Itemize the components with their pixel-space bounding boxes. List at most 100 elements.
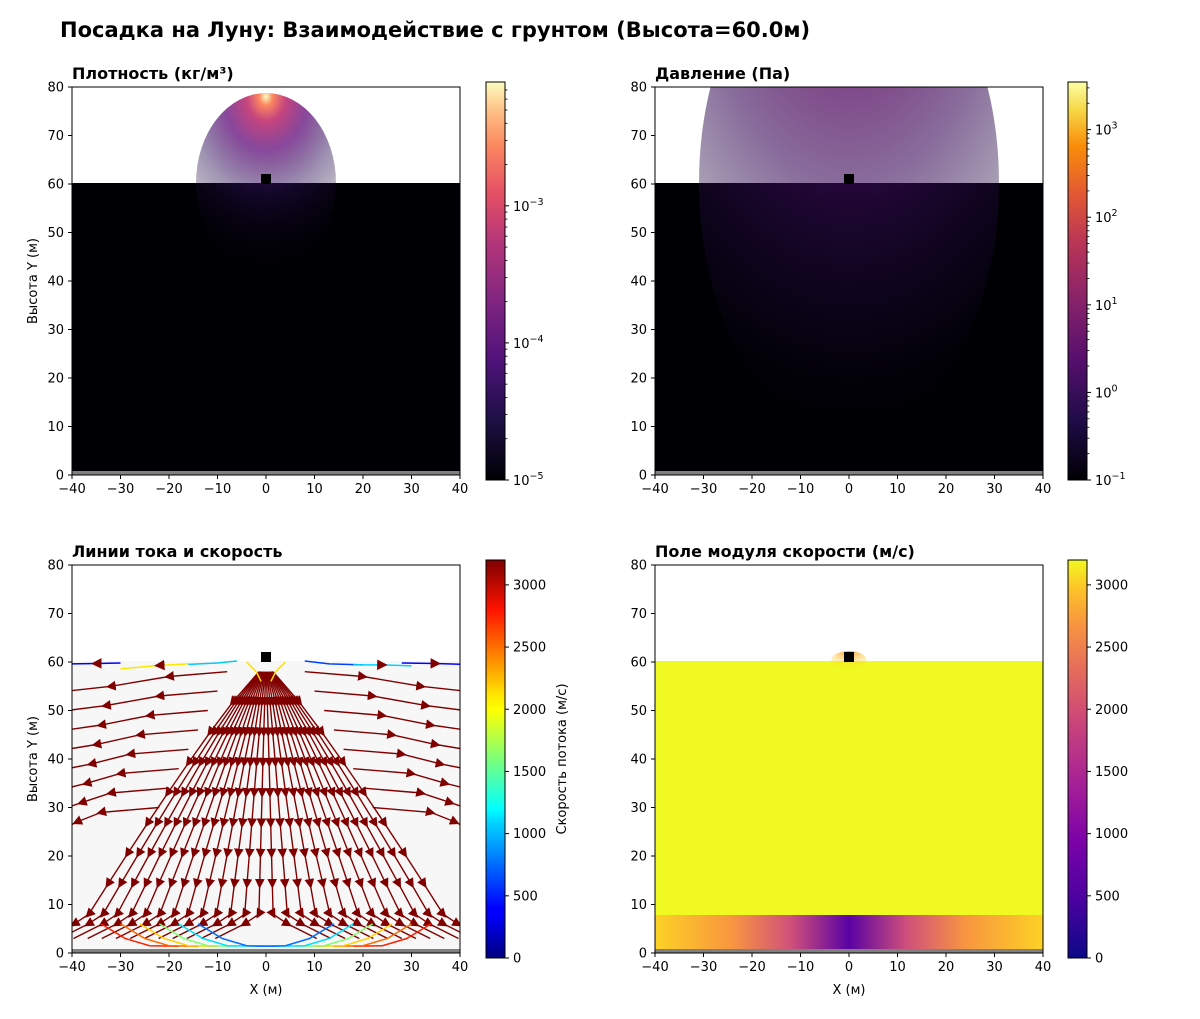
y-tick-label: 20 [47, 372, 64, 387]
y-tick-label: 70 [630, 129, 647, 144]
colorbar-tick-label: 2000 [1095, 703, 1128, 718]
colorbar-tick-label: 1500 [1095, 765, 1128, 780]
x-tick-label: 10 [306, 960, 323, 975]
y-tick-label: 60 [47, 178, 64, 193]
x-tick-label: 0 [845, 482, 853, 497]
y-tick-label: 80 [47, 81, 64, 96]
x-tick-label: −10 [787, 482, 814, 497]
y-tick-label: 50 [630, 226, 647, 241]
ground-line [72, 949, 460, 953]
y-tick-label: 30 [630, 801, 647, 816]
y-tick-label: 80 [630, 559, 647, 574]
density-x-ticks: −40 −30 −20 −10 0 10 20 30 40 [58, 475, 468, 497]
colorbar-tick-label: 2500 [513, 641, 546, 656]
y-tick-label: 40 [630, 753, 647, 768]
x-tick-label: 20 [938, 482, 955, 497]
colorbar-tick-label: 10−4 [513, 334, 544, 352]
colorbar-tick-base: 10 [1095, 124, 1112, 139]
streamline [372, 806, 460, 826]
colorbar-tick-base: 10 [1095, 474, 1112, 489]
x-tick-label: −20 [155, 482, 182, 497]
density-panel: Плотность (кг/м³) −40 −30 −20 −10 0 10 20 30 40 … [26, 64, 544, 497]
x-tick-label: −30 [107, 960, 134, 975]
colorbar-tick-label: 101 [1095, 296, 1118, 314]
streamline [270, 661, 286, 682]
x-tick-label: −20 [738, 482, 765, 497]
y-tick-label: 70 [47, 607, 64, 622]
velocity-title: Поле модуля скорости (м/с) [655, 542, 915, 561]
colorbar-tick-exponent: 1 [1112, 296, 1118, 307]
x-tick-label: 10 [889, 482, 906, 497]
streamline [304, 671, 460, 692]
streamline-ylabel: Высота Y (м) [26, 716, 41, 802]
x-tick-label: 0 [845, 960, 853, 975]
colorbar-tick-exponent: 3 [1112, 121, 1118, 132]
density-colorbar: 10−510−410−3 [485, 81, 544, 489]
colorbar-tick-label: 0 [1095, 952, 1103, 967]
colorbar-tick-label: 100 [1095, 383, 1118, 401]
colorbar-tick-label: 2500 [1095, 641, 1128, 656]
x-tick-label: 30 [986, 960, 1003, 975]
y-tick-label: 10 [630, 420, 647, 435]
x-tick-label: 10 [306, 482, 323, 497]
colorbar-tick-base: 10 [1095, 386, 1112, 401]
x-tick-label: −10 [204, 960, 231, 975]
y-tick-label: 80 [47, 559, 64, 574]
colorbar-tick-label: 0 [513, 952, 521, 967]
y-tick-label: 40 [47, 275, 64, 290]
y-tick-label: 80 [630, 81, 647, 96]
density-y-ticks: 0 10 20 30 40 50 60 70 80 [47, 81, 72, 484]
streamline-colorbar: 0 500 1000 1500 2000 2500 3000 [485, 559, 546, 967]
streamline-xlabel: X (м) [250, 983, 283, 998]
y-tick-label: 40 [630, 275, 647, 290]
streamline [256, 923, 335, 947]
y-tick-label: 10 [47, 898, 64, 913]
streamline-colorbar-label: Скорость потока (м/с) [555, 683, 570, 834]
streamline-y-ticks: 0 10 20 30 40 50 60 70 80 [47, 559, 72, 962]
velocity-field [655, 651, 1043, 953]
y-tick-label: 0 [56, 469, 64, 484]
streamline [304, 660, 364, 666]
colorbar-tick-label: 500 [1095, 889, 1120, 904]
x-tick-label: −10 [787, 960, 814, 975]
streamline [72, 767, 179, 788]
colorbar-tick-label: 1000 [1095, 827, 1128, 842]
streamline [333, 729, 460, 750]
y-tick-label: 0 [639, 469, 647, 484]
ground-line [655, 471, 1043, 475]
streamline [100, 923, 179, 947]
streamline [333, 923, 412, 947]
velocity-xlabel: X (м) [833, 983, 866, 998]
streamline [314, 690, 460, 711]
colorbar-tick-label: 10−5 [513, 471, 544, 489]
x-tick-label: −30 [107, 482, 134, 497]
streamline [314, 923, 393, 947]
lander-marker [261, 652, 271, 662]
velocity-y-ticks: 0 10 20 30 40 50 60 70 80 [630, 559, 655, 962]
streamline [72, 658, 121, 669]
velocity-x-ticks: −40 −30 −20 −10 0 10 20 30 40 [641, 953, 1051, 975]
x-tick-label: −40 [641, 960, 668, 975]
streamline-panel: Линии тока и скорость −40 −30 −20 −10 0 10 20 3… [26, 542, 570, 998]
streamline [188, 660, 237, 666]
y-tick-label: 60 [630, 178, 647, 193]
streamline [72, 709, 208, 730]
colorbar-tick-exponent: −1 [1112, 471, 1126, 482]
velocity-background [655, 661, 1043, 953]
streamline [72, 729, 199, 750]
colorbar-tick-exponent: 2 [1112, 208, 1118, 219]
colorbar-tick-label: 500 [513, 889, 538, 904]
y-tick-label: 20 [630, 850, 647, 865]
colorbar-tick-base: 10 [513, 474, 530, 489]
colorbar-tick-label: 2000 [513, 703, 546, 718]
x-tick-label: 40 [1035, 960, 1052, 975]
pressure-colorbar-bar [1067, 81, 1088, 481]
lander-marker [844, 652, 854, 662]
pressure-y-ticks: 0 10 20 30 40 50 60 70 80 [630, 81, 655, 484]
y-tick-label: 60 [47, 656, 64, 671]
colorbar-tick-base: 10 [513, 337, 530, 352]
pressure-field [655, 87, 1043, 475]
pressure-panel: Давление (Па) −40 −30 −20 −10 0 10 20 30 40 0102… [630, 64, 1126, 497]
